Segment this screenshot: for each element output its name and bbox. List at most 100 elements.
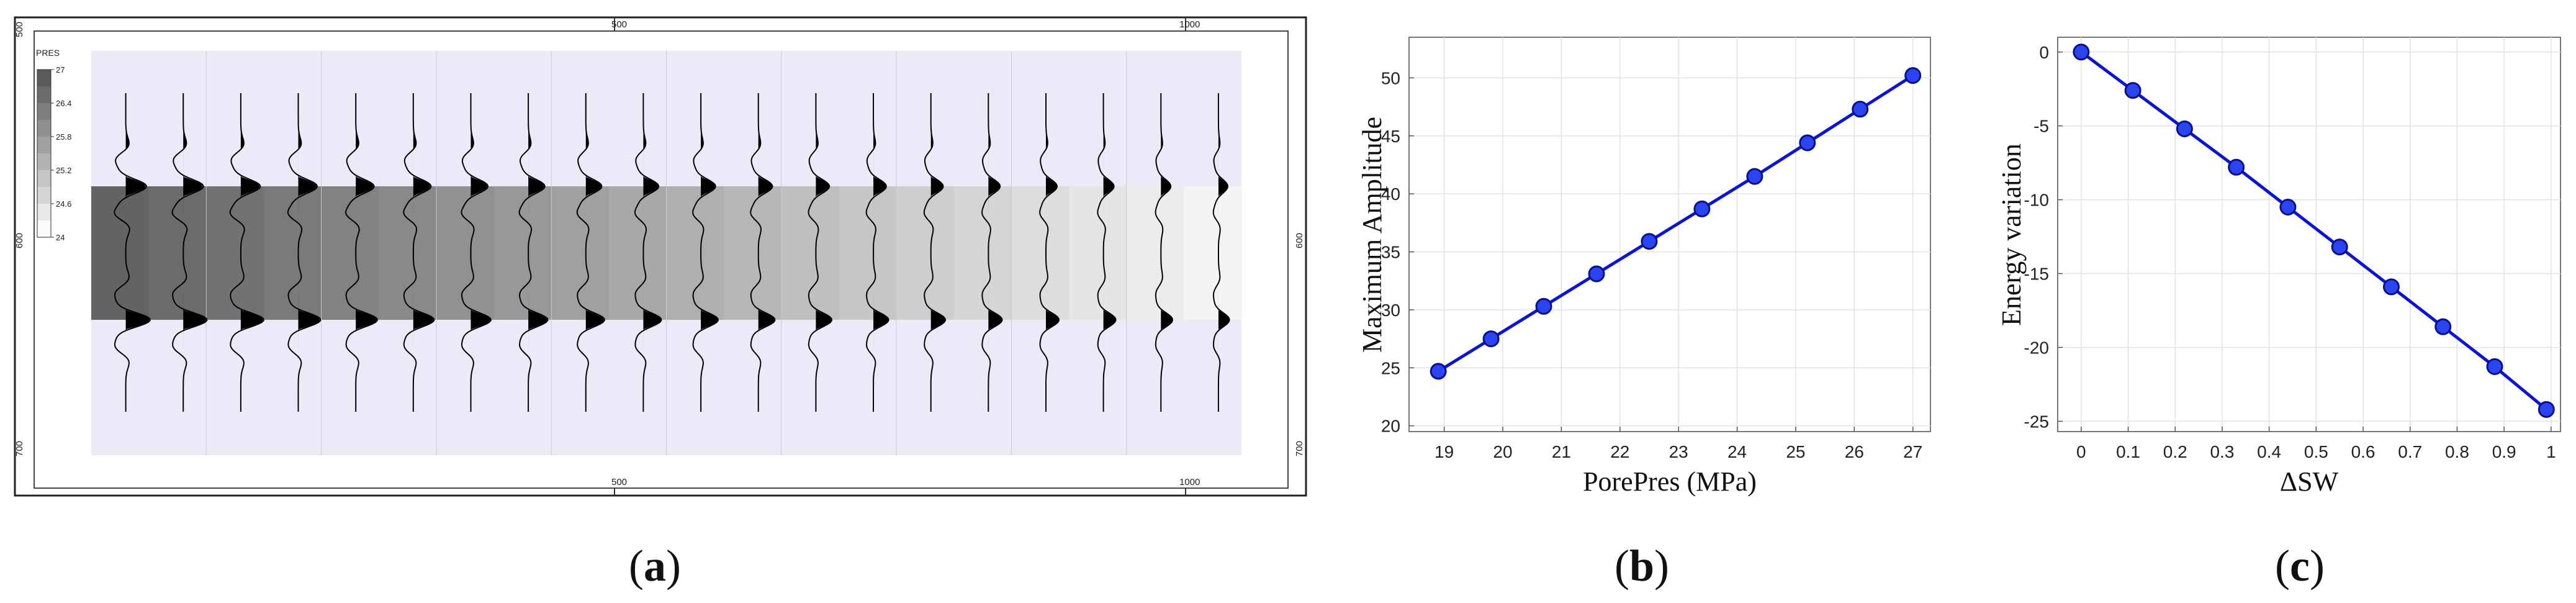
wavelet-lobe (758, 109, 761, 158)
wavelet-lobe (413, 158, 431, 214)
wavelet-lobe (643, 109, 646, 158)
series-line (1437, 74, 1914, 373)
wavelet-lobe (413, 109, 417, 158)
colorbar-swatch (37, 187, 51, 204)
wavelet-lobe (930, 158, 943, 214)
wavelet-lobe (930, 109, 933, 158)
y-tick-label: 0 (2039, 43, 2049, 62)
plot-area (1408, 37, 1931, 432)
layer-segment (436, 186, 495, 320)
data-point (2228, 158, 2245, 176)
layer-segment (263, 186, 322, 320)
wavelet-lobe (988, 158, 1000, 214)
caption-c: (c) (2275, 541, 2325, 591)
colorbar-swatch (37, 70, 51, 87)
x-tick-label: 1 (2546, 442, 2556, 461)
wavelet-lobe (240, 158, 259, 214)
data-point (1799, 134, 1816, 152)
x-tick-label: 20 (1493, 442, 1512, 461)
y-tick-label: -10 (2024, 191, 2049, 210)
ruler-label-top: 500 (611, 19, 627, 30)
plot-area (2057, 37, 2561, 432)
wavelet-lobe (1218, 109, 1220, 158)
y-tick-label: -20 (2024, 338, 2049, 357)
x-tick-label: 21 (1552, 442, 1571, 461)
layer-segment (724, 186, 782, 320)
x-tick-label: 23 (1669, 442, 1688, 461)
colorbar: 27 26.4 25.8 25.2 24.6 24 (37, 65, 71, 242)
data-point (1588, 265, 1605, 283)
x-tick-label: 25 (1786, 442, 1805, 461)
layer-segment (551, 186, 610, 320)
wavelet-lobe (585, 158, 601, 214)
ruler-label-top: 1000 (1179, 19, 1200, 30)
y-tick-label: 25 (1381, 358, 1400, 378)
wavelet-lobe (873, 109, 876, 158)
wavelet-lobe (701, 158, 715, 214)
x-tick-label: 0 (2076, 442, 2086, 461)
wavelet-lobe (816, 158, 829, 214)
wavelet-lobe (471, 292, 490, 348)
data-point (2486, 358, 2503, 375)
wavelet-lobe (356, 292, 377, 348)
data-point (2279, 199, 2297, 216)
y-axis-label: Energy variation (1996, 143, 2027, 326)
data-point (1641, 233, 1658, 250)
data-point (1693, 200, 1711, 217)
wavelet-lobe (1218, 292, 1229, 348)
data-point (1852, 101, 1869, 118)
wavelet-lobe (758, 158, 772, 214)
wavelet-lobe (471, 109, 474, 158)
wavelet-lobe (240, 109, 244, 158)
x-tick-label: 0.9 (2492, 442, 2516, 461)
caption-a: (a) (629, 541, 681, 591)
layer-segment (1126, 186, 1185, 320)
y-tick-label: -25 (2024, 412, 2049, 431)
wavelet-lobe (471, 158, 487, 214)
wavelet-lobe (356, 158, 374, 214)
ruler-label-right: 600 (1294, 233, 1305, 248)
wavelet-lobe (643, 158, 659, 214)
wavelet-lobe (1103, 158, 1114, 214)
wavelet-lobe (125, 109, 129, 158)
colorbar-swatch (37, 153, 51, 171)
wavelet-lobe (528, 109, 531, 158)
layer-segment (379, 186, 437, 320)
wavelet-lobe (930, 292, 945, 348)
wavelet-lobe (183, 292, 207, 348)
series (2073, 43, 2555, 418)
wavelet-lobe (1045, 292, 1059, 348)
layer-segment (321, 186, 380, 320)
wavelet-lobe (1103, 109, 1106, 158)
colorbar-swatch (37, 204, 51, 221)
x-tick-labels: 19 20 21 22 23 24 25 26 27 (1434, 442, 1922, 461)
series-line (2080, 50, 2547, 411)
colorbar-swatch (37, 137, 51, 154)
wavelet-lobe (183, 109, 187, 158)
colorbar-tick-label: 24.6 (56, 199, 71, 209)
data-point (1904, 67, 1922, 84)
layer-segment (781, 186, 840, 320)
colorbar-swatch (37, 170, 51, 188)
y-axis-label: Maximum Amplitude (1357, 117, 1387, 353)
data-point (2073, 43, 2090, 61)
data-point (2124, 82, 2141, 99)
x-axis-label: PorePres (MPa) (1583, 466, 1757, 497)
colorbar-tick-label: 26.4 (56, 99, 71, 108)
layer-segment (839, 186, 898, 320)
ruler-label-bottom: 1000 (1179, 477, 1200, 487)
data-point (2538, 401, 2555, 418)
seismic-trace (808, 93, 833, 412)
x-tick-label: 0.1 (2116, 442, 2140, 461)
y-tick-label: 20 (1381, 417, 1400, 436)
x-tick-label: 26 (1845, 442, 1864, 461)
wavelet-lobe (988, 292, 1002, 348)
wavelet-lobe (701, 109, 703, 158)
wavelet-lobe (1161, 292, 1173, 348)
ruler-label-left: 500 (14, 22, 25, 37)
ruler-label-bottom: 500 (611, 477, 627, 487)
wavelet-lobe (585, 292, 604, 348)
layer-segment (493, 186, 552, 320)
wavelet-lobe (298, 109, 302, 158)
wavelet-lobe (701, 292, 718, 348)
